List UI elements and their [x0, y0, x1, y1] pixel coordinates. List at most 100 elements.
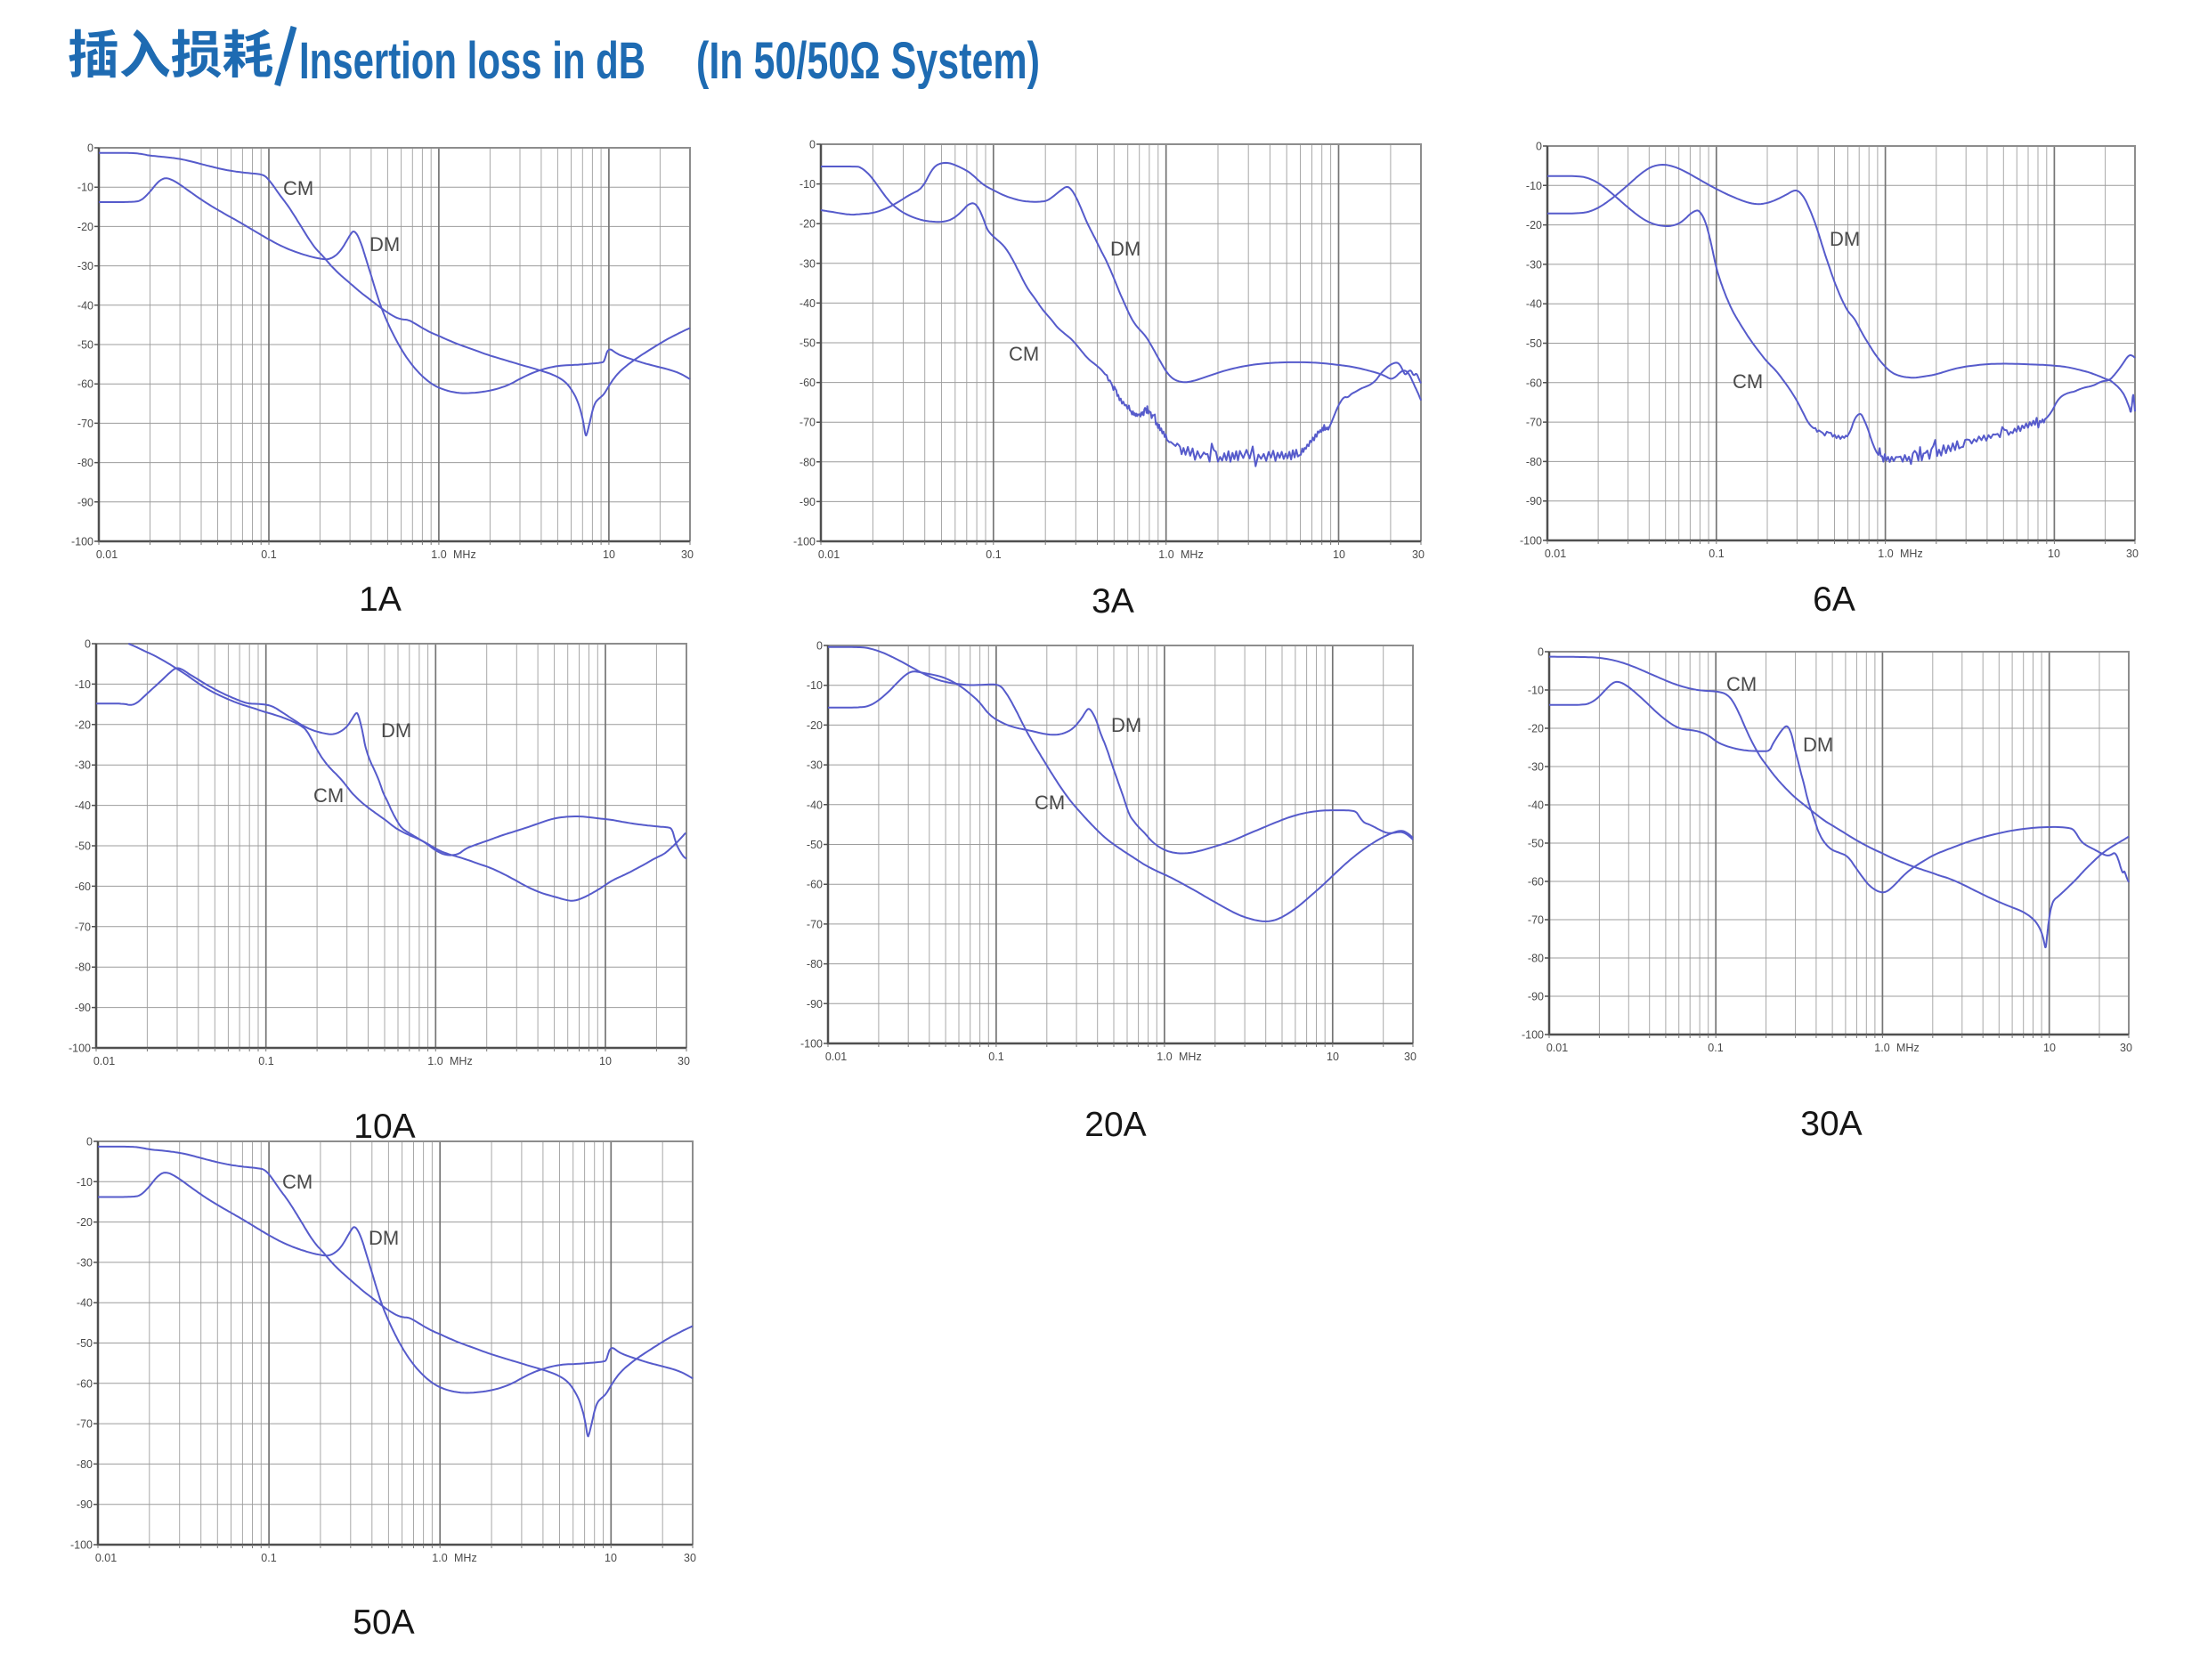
svg-text:1.0: 1.0: [1158, 548, 1173, 561]
svg-text:-40: -40: [77, 299, 93, 312]
svg-text:(In 50/50Ω System): (In 50/50Ω System): [696, 32, 1040, 90]
svg-text:-10: -10: [75, 678, 91, 691]
svg-text:CM: CM: [1726, 673, 1757, 695]
svg-text:0.1: 0.1: [988, 1051, 1003, 1063]
svg-text:MHz: MHz: [1181, 548, 1204, 561]
svg-text:-10: -10: [807, 679, 823, 692]
svg-text:-10: -10: [800, 178, 816, 191]
svg-text:0.01: 0.01: [1546, 1042, 1568, 1054]
svg-text:-80: -80: [800, 456, 816, 468]
svg-text:0.1: 0.1: [261, 548, 276, 561]
svg-text:1A: 1A: [359, 580, 402, 619]
svg-text:-100: -100: [71, 536, 93, 548]
svg-text:CM: CM: [282, 1171, 313, 1193]
svg-text:-40: -40: [800, 297, 816, 310]
svg-text:30: 30: [2120, 1042, 2132, 1054]
svg-text:DM: DM: [1830, 228, 1860, 250]
svg-text:-70: -70: [77, 1418, 93, 1431]
svg-text:6A: 6A: [1813, 580, 1855, 619]
svg-text:10A: 10A: [353, 1108, 415, 1146]
svg-text:30: 30: [1404, 1051, 1417, 1063]
svg-text:-90: -90: [77, 496, 93, 508]
svg-text:1.0: 1.0: [1157, 1051, 1172, 1063]
svg-text:10: 10: [1333, 548, 1345, 561]
svg-text:20A: 20A: [1084, 1106, 1146, 1144]
svg-text:-90: -90: [1526, 495, 1542, 507]
svg-text:-30: -30: [75, 759, 91, 772]
svg-text:-10: -10: [1526, 180, 1542, 192]
svg-text:DM: DM: [1111, 714, 1141, 736]
svg-text:-10: -10: [77, 1176, 93, 1189]
svg-text:-100: -100: [793, 536, 816, 548]
svg-text:0.1: 0.1: [261, 1552, 276, 1564]
svg-text:-80: -80: [1526, 456, 1542, 468]
svg-text:1.0: 1.0: [431, 548, 446, 561]
svg-text:3A: 3A: [1092, 582, 1134, 621]
svg-text:10: 10: [603, 548, 615, 561]
svg-text:30: 30: [1412, 548, 1425, 561]
svg-text:DM: DM: [369, 233, 400, 256]
svg-text:-30: -30: [1528, 761, 1544, 774]
svg-text:-80: -80: [807, 958, 823, 970]
svg-text:-30: -30: [77, 260, 93, 272]
svg-text:-60: -60: [77, 1377, 93, 1390]
svg-text:-50: -50: [1526, 337, 1542, 350]
svg-text:1.0: 1.0: [1878, 548, 1893, 560]
svg-text:-60: -60: [77, 378, 93, 391]
svg-text:0.01: 0.01: [825, 1051, 847, 1063]
svg-text:-70: -70: [807, 918, 823, 930]
svg-text:DM: DM: [369, 1227, 399, 1249]
svg-text:-70: -70: [1526, 417, 1542, 429]
svg-text:MHz: MHz: [1896, 1042, 1920, 1054]
svg-text:0.01: 0.01: [93, 1055, 115, 1067]
svg-text:-80: -80: [77, 1458, 93, 1471]
svg-text:MHz: MHz: [1900, 548, 1923, 560]
svg-text:-30: -30: [1526, 258, 1542, 271]
svg-text:10: 10: [2048, 548, 2060, 560]
svg-text:CM: CM: [1733, 370, 1763, 393]
svg-text:MHz: MHz: [1179, 1051, 1202, 1063]
svg-text:10: 10: [1327, 1051, 1339, 1063]
svg-text:-50: -50: [77, 339, 93, 352]
svg-text:-60: -60: [75, 881, 91, 893]
svg-text:DM: DM: [1803, 734, 1833, 756]
svg-text:-30: -30: [800, 257, 816, 270]
svg-text:-60: -60: [800, 377, 816, 389]
svg-text:-50: -50: [75, 840, 91, 853]
svg-text:30: 30: [681, 548, 694, 561]
svg-text:-20: -20: [800, 218, 816, 231]
svg-text:-80: -80: [77, 457, 93, 469]
svg-text:-90: -90: [1528, 991, 1544, 1003]
svg-text:0.1: 0.1: [1709, 548, 1724, 560]
svg-text:-50: -50: [800, 337, 816, 350]
svg-text:CM: CM: [1009, 343, 1039, 365]
svg-text:-20: -20: [77, 221, 93, 233]
svg-text:-90: -90: [77, 1498, 93, 1511]
svg-text:-40: -40: [75, 799, 91, 812]
svg-text:-50: -50: [77, 1337, 93, 1350]
svg-text:-90: -90: [807, 998, 823, 1010]
svg-text:0: 0: [1538, 646, 1544, 659]
svg-text:30A: 30A: [1800, 1105, 1862, 1143]
svg-text:10: 10: [599, 1055, 612, 1067]
svg-text:-20: -20: [77, 1216, 93, 1229]
svg-text:DM: DM: [381, 719, 411, 742]
svg-text:30: 30: [678, 1055, 690, 1067]
svg-text:0: 0: [85, 638, 91, 651]
svg-text:MHz: MHz: [454, 1552, 477, 1564]
svg-text:0: 0: [816, 640, 823, 653]
svg-text:-100: -100: [1520, 535, 1542, 548]
svg-text:-20: -20: [1528, 723, 1544, 735]
svg-text:-10: -10: [1528, 685, 1544, 697]
svg-text:30: 30: [684, 1552, 696, 1564]
svg-text:0: 0: [86, 1136, 93, 1148]
svg-text:10: 10: [605, 1552, 617, 1564]
svg-text:-50: -50: [1528, 838, 1544, 850]
svg-text:MHz: MHz: [453, 548, 476, 561]
svg-text:-70: -70: [1528, 914, 1544, 927]
svg-text:0: 0: [87, 142, 93, 155]
svg-text:-10: -10: [77, 182, 93, 194]
svg-text:0.01: 0.01: [96, 548, 118, 561]
svg-text:-100: -100: [70, 1539, 93, 1552]
svg-text:-30: -30: [807, 759, 823, 772]
